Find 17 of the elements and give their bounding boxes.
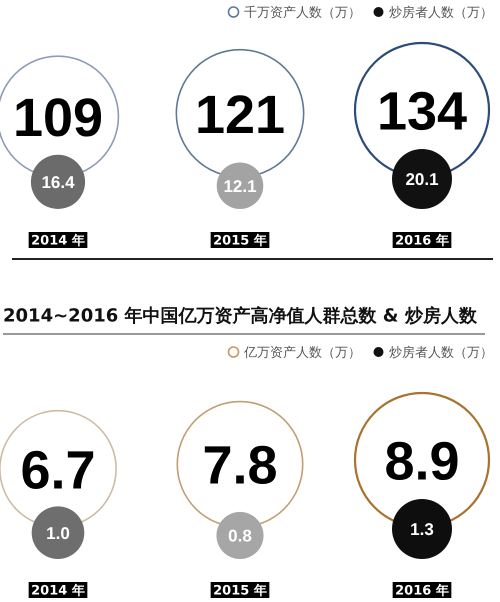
data-label: 134	[376, 81, 468, 142]
data-label: 20.1	[405, 170, 439, 190]
data-label: 6.7	[20, 440, 96, 500]
data-label: 0.8	[228, 526, 252, 546]
data-label: 12.1	[223, 176, 257, 196]
data-label: 8.9	[384, 431, 460, 492]
data-label: 121	[194, 84, 286, 145]
text: 2014~2016 年中国亿万资产高净值人群总数 & 炒房人数	[3, 305, 478, 326]
legend-label: 千万资产人数（万）	[244, 6, 361, 21]
data-label: 1.3	[410, 520, 434, 540]
data-label: 7.8	[202, 436, 278, 496]
legend-label: 炒房者人数（万）	[389, 4, 493, 21]
data-label: 16.4	[41, 173, 76, 192]
legend-label: 亿万资产人数（万）	[243, 346, 361, 361]
data-label: 1.0	[46, 524, 70, 543]
data-label: 109	[12, 88, 104, 148]
legend-label: 炒房者人数（万）	[389, 344, 493, 361]
